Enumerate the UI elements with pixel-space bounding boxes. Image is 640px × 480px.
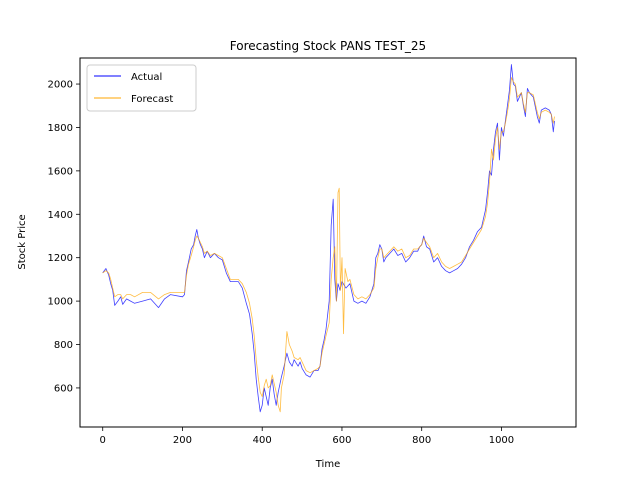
x-tick-label: 200 <box>173 435 192 446</box>
plot-area <box>79 57 577 428</box>
y-tick-label: 600 <box>54 383 73 394</box>
legend-actual-label: Actual <box>131 72 162 83</box>
y-tick-label: 2000 <box>48 80 73 91</box>
chart-title: Forecasting Stock PANS TEST_25 <box>230 39 426 53</box>
legend-forecast-label: Forecast <box>131 94 173 105</box>
x-tick-label: 800 <box>412 435 431 446</box>
x-tick-label: 400 <box>253 435 272 446</box>
legend: Actual Forecast <box>86 64 197 112</box>
x-axis: 0 200 400 600 800 1000 <box>100 427 514 446</box>
x-axis-label: Time <box>315 459 340 470</box>
x-tick-label: 1000 <box>489 435 514 446</box>
y-tick-label: 800 <box>54 340 73 351</box>
x-tick-label: 600 <box>332 435 351 446</box>
y-tick-label: 1200 <box>48 253 73 264</box>
series-layer <box>102 64 555 413</box>
y-tick-label: 1600 <box>48 166 73 177</box>
y-tick-label: 1800 <box>48 123 73 134</box>
y-tick-label: 1400 <box>48 210 73 221</box>
plot-frame <box>79 57 577 428</box>
y-tick-label: 1000 <box>48 297 73 308</box>
y-axis-label: Stock Price <box>17 214 28 269</box>
x-tick-label: 0 <box>100 435 106 446</box>
series-line-forecast <box>102 77 555 413</box>
y-axis: 600 800 1000 1200 1400 1600 1800 2000 <box>48 80 80 394</box>
series-line-actual <box>102 64 555 413</box>
